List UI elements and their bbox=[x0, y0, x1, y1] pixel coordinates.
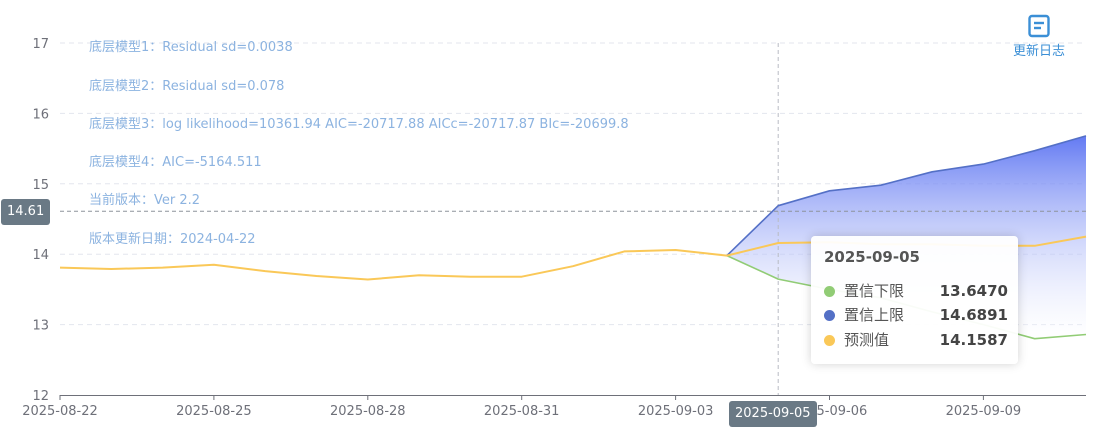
y-tick-label: 13 bbox=[32, 319, 49, 334]
x-tick-label: 2025-09-03 bbox=[638, 404, 714, 419]
x-axis-pointer-label: 2025-09-05 bbox=[729, 401, 817, 427]
x-tick-label: 2025-08-31 bbox=[484, 404, 560, 419]
tooltip-series-name: 置信下限 bbox=[844, 282, 905, 300]
tooltip-series-name: 置信上限 bbox=[844, 306, 905, 324]
version-update-date: 版本更新日期：2024-04-22 bbox=[89, 231, 256, 247]
update-log-button[interactable]: 更新日志 bbox=[1006, 14, 1072, 59]
x-tick-label: 2025-08-22 bbox=[22, 404, 98, 419]
tooltip-series-value: 14.1587 bbox=[939, 331, 1008, 349]
x-tick-label: 2025-09-09 bbox=[946, 404, 1022, 419]
series-dot-icon bbox=[824, 286, 835, 297]
tooltip: 2025-09-05 置信下限 13.6470 置信上限 14.6891 预测值… bbox=[811, 236, 1018, 364]
x-tick-label: 2025-08-28 bbox=[330, 404, 406, 419]
model-info-4: 底层模型4：AIC=-5164.511 bbox=[89, 154, 262, 170]
crosshair bbox=[60, 43, 1086, 395]
tooltip-title: 2025-09-05 bbox=[824, 248, 920, 266]
x-tick-label: 2025-08-25 bbox=[176, 404, 252, 419]
update-log-label: 更新日志 bbox=[1012, 44, 1065, 59]
tooltip-series-name: 预测值 bbox=[844, 331, 890, 349]
y-tick-label: 12 bbox=[32, 389, 49, 404]
series-dot-icon bbox=[824, 335, 835, 346]
tooltip-series-value: 13.6470 bbox=[939, 282, 1008, 300]
model-info-2: 底层模型2：Residual sd=0.078 bbox=[89, 78, 284, 94]
model-info-text: 底层模型1：Residual sd=0.0038 底层模型2：Residual … bbox=[89, 39, 629, 247]
series-dot-icon bbox=[824, 310, 835, 321]
axes: 12 13 14 15 16 17 2025-08-22 2025-08-25 2025-08-… bbox=[22, 37, 1086, 419]
y-axis-pointer-label: 14.61 bbox=[1, 199, 51, 225]
series-line-upper-bound bbox=[726, 135, 1087, 257]
current-version: 当前版本：Ver 2.2 bbox=[89, 192, 200, 208]
y-tick-label: 15 bbox=[32, 178, 49, 193]
doc-icon bbox=[1028, 14, 1050, 38]
tooltip-row-lower: 置信下限 13.6470 bbox=[824, 280, 1008, 302]
tooltip-series-value: 14.6891 bbox=[939, 306, 1008, 324]
tooltip-row-forecast: 预测值 14.1587 bbox=[824, 329, 1008, 351]
model-info-1: 底层模型1：Residual sd=0.0038 bbox=[89, 39, 293, 55]
y-tick-label: 16 bbox=[32, 107, 49, 122]
y-tick-label: 17 bbox=[32, 37, 49, 52]
y-tick-label: 14 bbox=[32, 248, 49, 263]
model-info-3: 底层模型3：log likelihood=10361.94 AIC=-20717… bbox=[89, 116, 629, 132]
tooltip-row-upper: 置信上限 14.6891 bbox=[824, 304, 1008, 326]
